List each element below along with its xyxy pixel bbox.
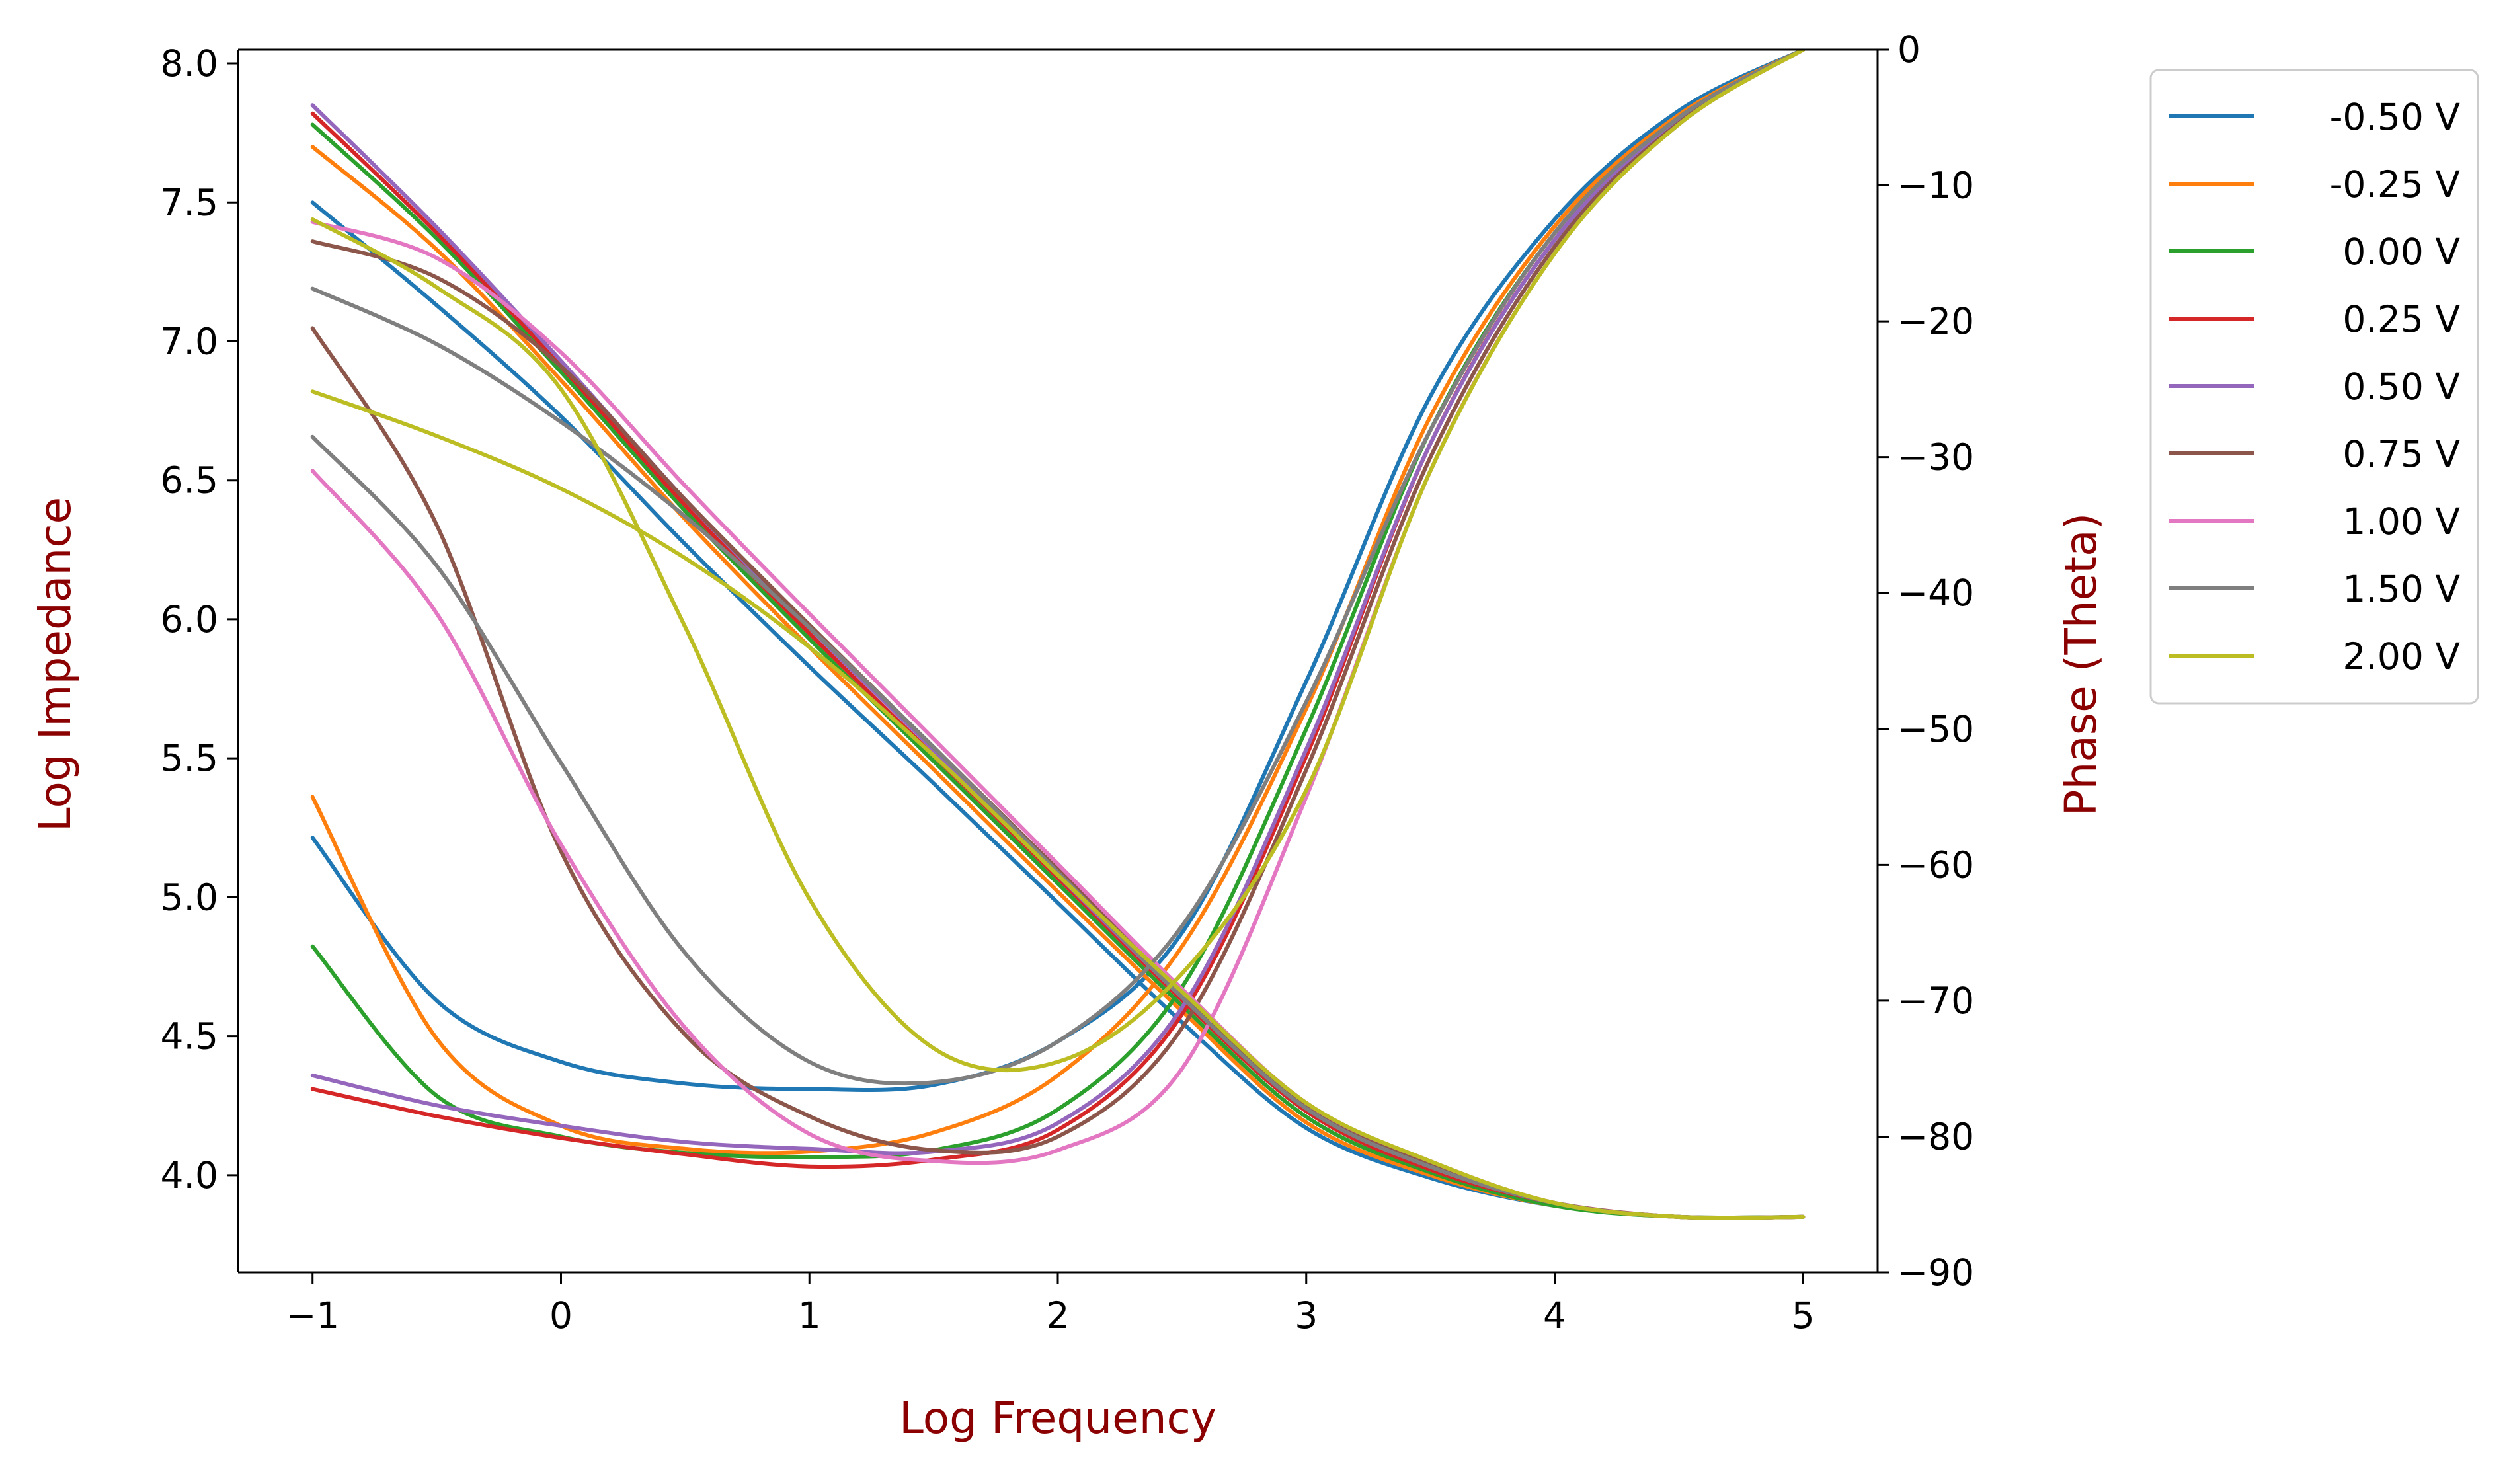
legend: -0.50 V -0.25 V 0.00 V 0.25 V 0.50 V 0.75 V 1.…: [2149, 69, 2479, 705]
y-tick-label: 7.5: [161, 181, 218, 223]
legend-label-1-00-V: 1.00 V: [2342, 500, 2460, 543]
x-tick-label: 4: [1543, 1294, 1566, 1337]
y2-tick-label: −40: [1897, 572, 1974, 614]
y2-tick-label: 0: [1897, 28, 1921, 71]
legend-label-0-00-V: 0.00 V: [2342, 231, 2460, 273]
y-axis-label: Log Impedance: [30, 497, 81, 832]
y2-tick-label: −10: [1897, 165, 1974, 207]
legend-label-0-50-V: 0.50 V: [2342, 366, 2460, 408]
x-tick-label: 5: [1792, 1294, 1815, 1337]
x-axis-label: Log Frequency: [899, 1393, 1216, 1444]
y-tick-label: 5.0: [161, 876, 218, 918]
phase-line-0-25-V: [310, 50, 1806, 1155]
axis-ticks: −1 0 1 2 3 4 54.04.55.05.56.06.57.07.58.0 0−10−…: [161, 28, 1975, 1337]
phase-line-1-50-V: [310, 50, 1806, 1086]
y-tick-label: 7.0: [161, 320, 218, 362]
y2-tick-label: −50: [1897, 708, 1974, 750]
phase-line-0-75-V: [310, 50, 1806, 1155]
y-tick-label: 6.0: [161, 598, 218, 641]
y2-tick-label: −90: [1897, 1251, 1974, 1294]
y-tick-label: 4.5: [161, 1015, 218, 1058]
y2-tick-label: −30: [1897, 436, 1974, 479]
legend-label-0-25-V: 0.25 V: [2342, 298, 2460, 340]
legend-label-0-75-V: 0.75 V: [2342, 433, 2460, 475]
y2-tick-label: −80: [1897, 1115, 1974, 1157]
legend-label-2-00-V: 2.00 V: [2342, 635, 2460, 678]
legend-label-0-25-V: -0.25 V: [2330, 163, 2461, 206]
legend-label-0-50-V: -0.50 V: [2330, 96, 2461, 138]
y2-tick-label: −70: [1897, 980, 1974, 1022]
x-tick-label: −1: [286, 1294, 339, 1337]
impedance-line-2-00-V: [310, 389, 1806, 1220]
impedance-line-0-00-V: [310, 122, 1806, 1220]
x-tick-label: 3: [1294, 1294, 1318, 1337]
y-tick-label: 8.0: [161, 42, 218, 85]
legend-box: [2149, 69, 2479, 705]
phase-line-0-50-V: [310, 50, 1806, 1155]
legend-label-1-50-V: 1.50 V: [2342, 568, 2460, 610]
x-tick-label: 1: [798, 1294, 821, 1337]
y-tick-label: 5.5: [161, 737, 218, 779]
phase-line-0-50-V: [310, 50, 1806, 1093]
y-tick-label: 6.5: [161, 459, 218, 502]
y-tick-label: 4.0: [161, 1154, 218, 1196]
y2-tick-label: −60: [1897, 843, 1974, 886]
y2-tick-label: −20: [1897, 300, 1974, 342]
series-lines: [310, 50, 1806, 1220]
phase-line-2-00-V: [310, 50, 1806, 1073]
x-tick-label: 0: [549, 1294, 573, 1337]
y2-axis-label: Phase (Theta): [2055, 513, 2106, 816]
x-tick-label: 2: [1047, 1294, 1070, 1337]
